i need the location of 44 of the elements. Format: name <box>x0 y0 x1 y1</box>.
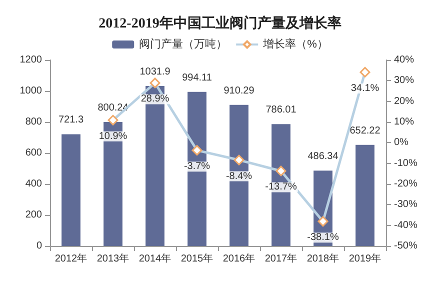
y2-tick-label: -30% <box>394 199 418 210</box>
y-tick-label: 1000 <box>20 86 42 96</box>
x-tick-label: 2018年 <box>306 252 340 264</box>
y2-tick-label: 40% <box>394 54 414 66</box>
data-label: 994.11 <box>182 72 212 84</box>
x-tick-label: 2013年 <box>96 252 130 264</box>
data-label: 10.9% <box>98 130 128 142</box>
bar <box>62 134 80 246</box>
x-tick-label: 2012年 <box>54 252 88 264</box>
x-tick-label: 2019年 <box>348 252 382 264</box>
chart-title: 2012-2019年中国工业阀门产量及增长率 <box>98 14 342 32</box>
data-label: -38.1% <box>307 232 339 244</box>
y2-tick-label: -10% <box>394 158 418 169</box>
x-tick-label: 2016年 <box>222 252 256 264</box>
y-tick-label: 800 <box>25 116 42 128</box>
data-label: -13.7% <box>265 182 297 193</box>
y-tick-label: 400 <box>25 178 42 190</box>
data-label: 1031.9 <box>140 66 171 78</box>
data-label: 652.22 <box>350 125 381 136</box>
y2-tick-label: 20% <box>394 96 414 107</box>
y2-tick-label: 10% <box>394 116 414 128</box>
y-tick-label: 600 <box>25 148 42 158</box>
data-label: 486.34 <box>308 151 339 162</box>
y-tick-label: 1200 <box>20 54 42 66</box>
x-tick-label: 2014年 <box>138 252 172 264</box>
y2-tick-label: -40% <box>394 220 418 231</box>
y-tick-label: 200 <box>25 210 42 220</box>
data-label: 34.1% <box>350 82 380 94</box>
data-label: 910.29 <box>224 85 255 96</box>
data-label: -3.7% <box>184 161 210 172</box>
y2-tick-label: -20% <box>394 178 418 190</box>
data-label: 721.3 <box>58 114 84 126</box>
legend-label: 阀门产量（万吨） <box>139 38 228 50</box>
x-tick-label: 2015年 <box>180 252 214 264</box>
data-label: 786.01 <box>266 104 297 116</box>
y2-tick-label: -50% <box>394 240 418 252</box>
data-label: 28.9% <box>140 94 170 105</box>
y2-tick-label: 0% <box>394 137 409 148</box>
y-tick-label: 0 <box>36 240 42 252</box>
y2-tick-label: 30% <box>394 75 414 86</box>
data-label: -8.4% <box>226 170 252 182</box>
x-tick-label: 2017年 <box>264 252 298 264</box>
legend-label: 增长率（%） <box>262 38 328 50</box>
bar <box>356 144 374 246</box>
